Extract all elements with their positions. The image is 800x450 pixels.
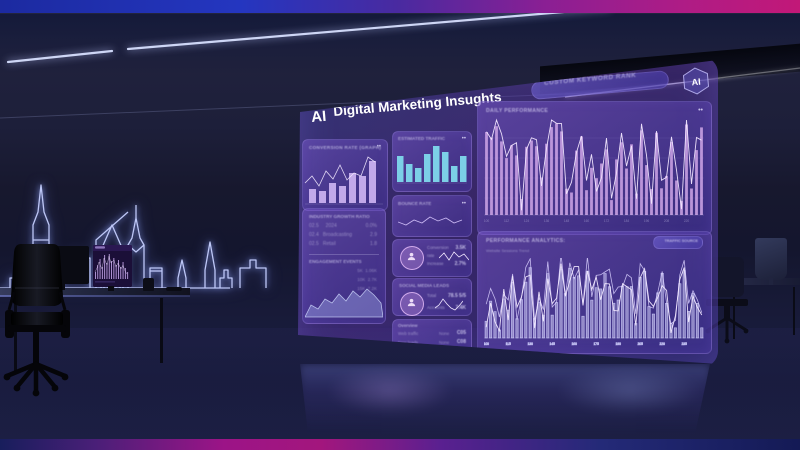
svg-text:160: 160 [572, 342, 578, 346]
svg-text:AI: AI [691, 77, 701, 88]
svg-text:100: 100 [484, 342, 489, 346]
svg-text:220: 220 [660, 342, 666, 346]
svg-text:190: 190 [616, 342, 622, 346]
svg-text:196: 196 [644, 219, 650, 223]
svg-text:175: 175 [594, 342, 600, 346]
svg-text:115: 115 [506, 342, 511, 346]
svg-text:130: 130 [528, 342, 534, 346]
svg-text:100: 100 [484, 219, 489, 223]
svg-text:148: 148 [564, 219, 570, 223]
svg-text:124: 124 [524, 219, 530, 223]
svg-text:235: 235 [682, 342, 688, 346]
svg-text:208: 208 [664, 219, 670, 223]
svg-text:112: 112 [504, 219, 509, 223]
svg-text:172: 172 [604, 219, 610, 223]
svg-text:145: 145 [550, 342, 556, 346]
svg-text:160: 160 [584, 219, 590, 223]
svg-text:136: 136 [544, 219, 550, 223]
svg-text:220: 220 [684, 219, 690, 223]
svg-text:184: 184 [624, 219, 630, 223]
svg-text:205: 205 [638, 342, 644, 346]
